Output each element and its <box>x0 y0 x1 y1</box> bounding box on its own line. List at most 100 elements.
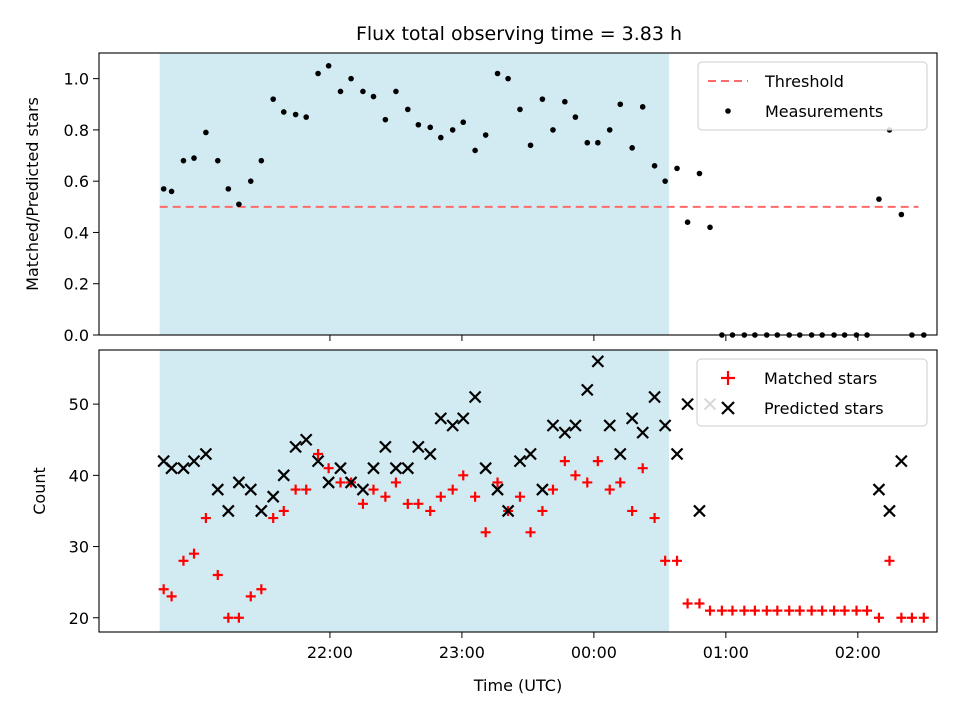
predicted-star-point <box>177 461 190 475</box>
top-legend-box <box>697 61 928 131</box>
measurement-point <box>348 75 354 82</box>
predicted-star-point <box>289 440 302 454</box>
predicted-star-point <box>613 447 627 461</box>
matched-star-point <box>749 605 760 616</box>
matched-star-point <box>425 505 436 516</box>
matched-star-point <box>896 612 907 623</box>
measurement-point <box>168 188 175 195</box>
top-y-tick-label: 0.2 <box>64 275 89 294</box>
top-y-tick-label: 0.8 <box>64 121 89 140</box>
bottom-y-axis-label: Count <box>30 467 49 515</box>
predicted-star-point <box>658 419 672 432</box>
matched-star-point <box>547 484 558 495</box>
measurement-point <box>325 63 332 69</box>
measurement-point <box>393 88 399 95</box>
predicted-star-point <box>334 461 347 475</box>
predicted-star-point <box>456 412 470 425</box>
matched-star-point <box>705 605 716 616</box>
matched-star-point <box>313 448 324 459</box>
matched-star-point <box>492 477 503 488</box>
matched-star-point <box>694 598 705 609</box>
matched-star-point <box>672 555 683 566</box>
predicted-star-point <box>681 397 694 411</box>
matched-star-point <box>727 605 738 616</box>
predicted-star-point <box>299 433 313 447</box>
matched-star-point <box>559 456 570 467</box>
measurement-point <box>595 139 601 146</box>
measurement-point <box>617 101 624 108</box>
predicted-star-point <box>266 490 280 503</box>
predicted-star-point <box>187 454 201 468</box>
measurement-point <box>180 157 187 164</box>
matched-star-point <box>268 513 279 524</box>
measurement-point <box>696 170 703 177</box>
matched-star-point <box>200 513 211 524</box>
measurement-point <box>517 106 523 113</box>
measurement-point <box>370 93 377 100</box>
matched-star-point <box>390 477 401 488</box>
measurement-point <box>472 147 478 154</box>
matched-star-point <box>537 505 548 516</box>
measurement-point <box>303 114 309 120</box>
matched-star-point <box>772 605 783 616</box>
bottom-axes-frame <box>98 349 938 633</box>
measurement-point <box>572 114 579 120</box>
matched-star-point <box>166 591 177 602</box>
measurement-point <box>494 70 501 77</box>
matched-star-point <box>158 584 169 595</box>
legend-matched-marker <box>721 371 735 385</box>
measurement-point <box>415 121 422 128</box>
predicted-star-point <box>872 483 886 496</box>
matched-star-point <box>660 555 671 566</box>
matched-star-point <box>189 548 200 559</box>
measurement-point <box>505 75 511 82</box>
matched-star-point <box>592 456 603 467</box>
matched-star-point <box>806 605 817 616</box>
matched-star-point <box>582 477 593 488</box>
measurement-point <box>214 157 221 164</box>
matched-star-point <box>380 491 391 502</box>
top-y-tick-label: 1.0 <box>64 70 89 89</box>
bottom-legend: Matched stars Predicted stars <box>696 358 928 427</box>
measurement-point <box>405 106 411 113</box>
matched-star-point <box>918 612 929 623</box>
matched-star-point <box>839 605 850 616</box>
measurement-point <box>460 119 467 126</box>
measurement-point <box>606 127 613 133</box>
matched-star-point <box>470 491 481 502</box>
matched-star-point <box>458 470 469 481</box>
matched-star-point <box>829 605 840 616</box>
measurement-point <box>258 157 265 164</box>
top-y-tick-label: 0.6 <box>64 172 89 191</box>
measurement-point <box>539 96 546 102</box>
predicted-star-point <box>379 440 392 454</box>
measurement-point <box>876 196 882 202</box>
top-panel: 0.0 0.2 0.4 0.6 0.8 1.0 <box>64 52 938 345</box>
measurement-point <box>191 155 197 161</box>
bottom-y-tick-label: 30 <box>69 538 89 557</box>
predicted-star-point <box>895 454 908 468</box>
top-y-tick-label: 0.0 <box>64 326 89 345</box>
predicted-star-point <box>165 461 178 475</box>
measurement-point <box>707 224 713 231</box>
predicted-star-point <box>524 447 537 461</box>
matched-star-point <box>301 484 312 495</box>
predicted-star-point <box>255 504 268 518</box>
measurement-point <box>160 186 167 192</box>
matched-star-point <box>570 470 581 481</box>
predicted-star-point <box>546 419 560 432</box>
matched-star-point <box>245 591 256 602</box>
predicted-star-point <box>693 504 706 518</box>
predicted-star-point <box>883 504 896 518</box>
matched-star-point <box>637 463 648 474</box>
predicted-star-point <box>479 461 492 475</box>
measurement-point <box>674 165 680 172</box>
predicted-star-point <box>211 483 225 496</box>
predicted-star-point <box>636 426 649 439</box>
measurement-point <box>898 211 905 218</box>
measurement-point <box>527 142 534 149</box>
matched-star-point <box>223 612 234 623</box>
top-y-tick-label: 0.4 <box>64 223 89 242</box>
matched-star-point <box>716 605 727 616</box>
predicted-star-point <box>446 419 459 432</box>
